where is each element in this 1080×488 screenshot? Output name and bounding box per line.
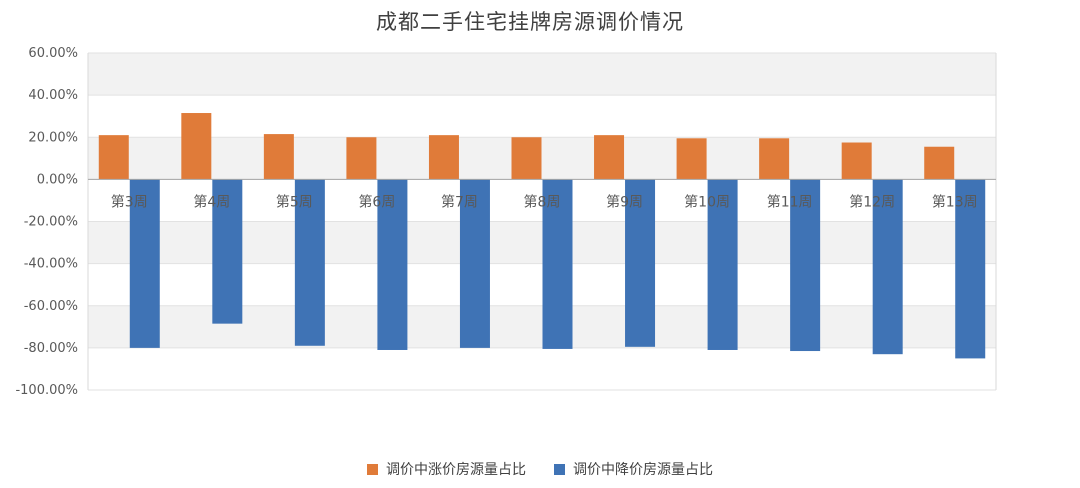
x-axis-ticks: 第3周 第4周 第5周 第6周 第7周 第8周 第9周 第10周 第11周 第12周 第13周 [111,193,978,210]
x-tick-label: 第13周 [932,193,978,210]
y-tick-label: -60.00% [24,299,78,314]
bar-fall [955,179,986,359]
y-tick-label: 40.00% [28,88,78,103]
bar-rise [346,137,377,180]
bar-fall [707,179,738,350]
bar-fall [377,179,408,350]
x-tick-label: 第8周 [524,193,561,210]
y-tick-label: 60.00% [28,46,78,61]
bar-rise [594,135,625,180]
bar-rise [759,138,790,180]
bar-fall [542,179,573,349]
x-tick-label: 第7周 [441,193,478,210]
bar-rise [924,146,955,180]
chart-title: 成都二手住宅挂牌房源调价情况 [376,10,684,34]
legend-swatch-rise [367,463,378,475]
x-tick-label: 第3周 [111,193,148,210]
bar-fall [129,179,160,348]
bar-fall [790,179,821,352]
x-tick-label: 第10周 [684,193,730,210]
bar-fall [294,179,325,346]
x-tick-label: 第12周 [849,193,895,210]
bar-rise [511,137,542,180]
plot-bands [88,53,996,348]
y-tick-label: 0.00% [37,172,78,187]
y-tick-label: -100.00% [15,383,78,398]
bars [98,113,986,359]
y-tick-label: -80.00% [24,341,78,356]
plot-band [88,53,996,96]
y-tick-label: -40.00% [24,257,78,272]
bar-rise [676,138,707,180]
x-tick-label: 第4周 [193,193,230,210]
bar-fall [872,179,903,355]
bar-rise [181,113,212,180]
legend-item-rise: 调价中涨价房源量占比 [367,459,526,479]
bar-rise [428,135,459,180]
y-tick-label: -20.00% [24,215,78,230]
y-tick-label: 20.00% [28,130,78,145]
x-tick-label: 第9周 [606,193,643,210]
x-tick-label: 第6周 [358,193,395,210]
legend: 调价中涨价房源量占比 调价中降价房源量占比 [0,459,1080,479]
legend-label-rise: 调价中涨价房源量占比 [386,462,526,478]
bar-rise [263,134,294,180]
x-tick-label: 第11周 [767,193,813,210]
bar-rise [841,142,872,180]
legend-label-fall: 调价中降价房源量占比 [573,462,713,478]
bar-fall [625,179,656,347]
y-axis-ticks: 60.00% 40.00% 20.00% 0.00% -20.00% -40.00% -60… [15,46,78,398]
legend-item-fall: 调价中降价房源量占比 [554,459,713,479]
bar-fall [212,179,243,324]
bar-rise [98,135,129,180]
legend-swatch-fall [554,463,565,475]
x-tick-label: 第5周 [276,193,313,210]
bar-fall [459,179,490,348]
